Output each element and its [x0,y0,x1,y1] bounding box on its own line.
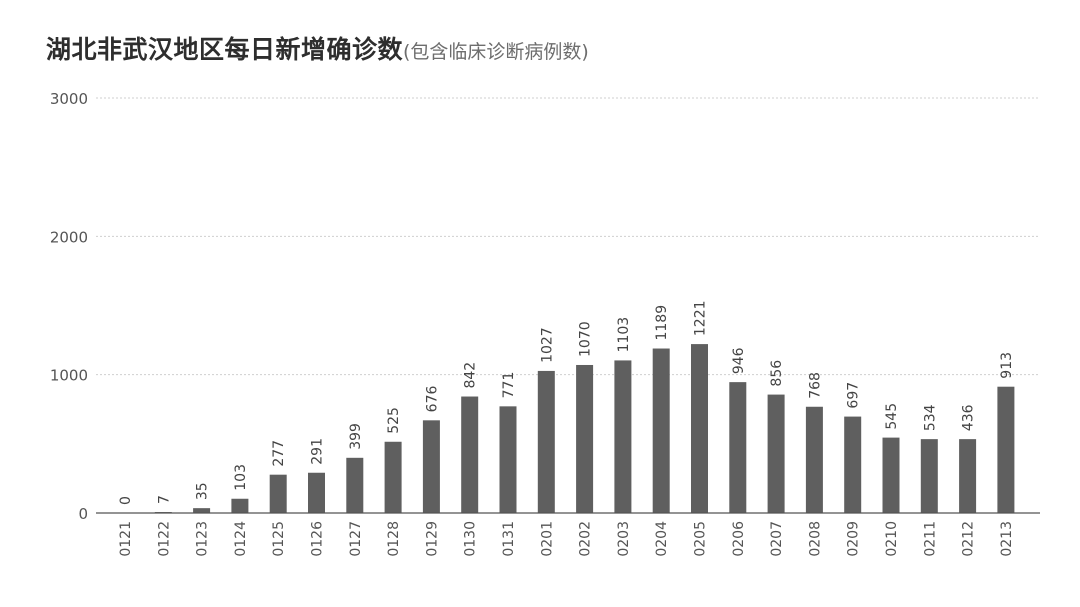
bar-0131 [499,406,517,513]
data-label-0130: 842 [463,362,479,389]
bar-0124 [231,498,249,513]
data-label-0210: 545 [884,403,900,430]
x-tick-label-0209: 0209 [846,521,862,557]
x-tick-label-0125: 0125 [271,521,287,557]
data-label-0129: 676 [424,386,440,413]
y-tick-label-1000: 1000 [50,367,88,385]
y-tick-label-0: 0 [78,505,88,523]
bar-0205 [691,344,708,513]
x-tick-label-0131: 0131 [501,521,517,557]
data-label-0211: 534 [922,404,938,431]
bar-0210 [882,437,900,513]
bar-0203 [614,360,632,513]
bar-0202 [576,364,594,513]
x-tick-label-0207: 0207 [769,521,785,557]
data-label-0125: 277 [271,440,287,467]
bar-0127 [346,457,364,513]
x-tick-label-0130: 0130 [463,521,479,557]
bar-0207 [767,394,785,513]
data-label-0124: 103 [233,464,249,491]
x-tick-label-0124: 0124 [233,521,249,557]
y-tick-label-3000: 3000 [50,90,88,108]
x-tick-label-0212: 0212 [961,521,977,557]
x-tick-label-0123: 0123 [195,521,211,557]
data-label-0122: 7 [156,495,172,504]
bar-0201 [537,370,555,513]
bar-0209 [844,416,862,513]
data-label-0203: 1103 [616,317,632,353]
bar-0212 [959,439,977,513]
data-label-0213: 913 [999,352,1015,379]
x-tick-label-0126: 0126 [310,521,326,557]
x-tick-label-0128: 0128 [386,521,402,557]
chart-title-block: 湖北非武汉地区每日新增确诊数(包含临床诊断病例数) [46,30,589,66]
bar-0208 [805,406,823,513]
x-tick-label-0206: 0206 [731,521,747,557]
bar-0125 [269,474,287,513]
data-label-0207: 856 [769,360,785,387]
data-label-0131: 771 [501,372,517,399]
x-tick-label-0127: 0127 [348,521,364,557]
x-tick-label-0208: 0208 [807,521,823,557]
data-label-0204: 1189 [654,305,670,341]
chart-title: 湖北非武汉地区每日新增确诊数 [46,35,404,64]
x-tick-label-0122: 0122 [156,521,172,557]
data-label-0202: 1070 [578,321,594,357]
x-tick-label-0201: 0201 [539,521,555,557]
x-tick-label-0121: 0121 [118,521,134,557]
data-label-0126: 291 [310,438,326,465]
data-label-0208: 768 [807,372,823,399]
x-tick-label-0210: 0210 [884,521,900,557]
x-tick-label-0203: 0203 [616,521,632,557]
data-label-0206: 946 [731,347,747,374]
data-label-0209: 697 [846,382,862,409]
bar-0123 [193,508,211,513]
y-tick-label-2000: 2000 [50,228,88,246]
data-label-0205: 1221 [693,300,709,336]
data-label-0121: 0 [118,496,134,505]
x-tick-label-0129: 0129 [424,521,440,557]
bar-0130 [461,396,479,513]
data-label-0201: 1027 [539,327,555,363]
data-label-0127: 399 [348,423,364,450]
bar-0206 [729,382,747,513]
x-tick-label-0213: 0213 [999,521,1015,557]
bar-0126 [308,472,325,513]
x-tick-label-0211: 0211 [922,521,938,557]
x-tick-label-0202: 0202 [578,521,594,557]
bar-0213 [997,386,1015,513]
bar-0128 [384,441,402,513]
bar-0211 [920,439,938,513]
data-label-0128: 525 [386,407,402,434]
x-tick-label-0204: 0204 [654,521,670,557]
data-label-0123: 35 [195,482,211,500]
x-tick-label-0205: 0205 [693,521,709,557]
chart-subtitle: (包含临床诊断病例数) [403,41,589,63]
bar-0129 [422,420,440,513]
bar-0204 [652,348,670,513]
data-label-0212: 436 [961,404,977,431]
